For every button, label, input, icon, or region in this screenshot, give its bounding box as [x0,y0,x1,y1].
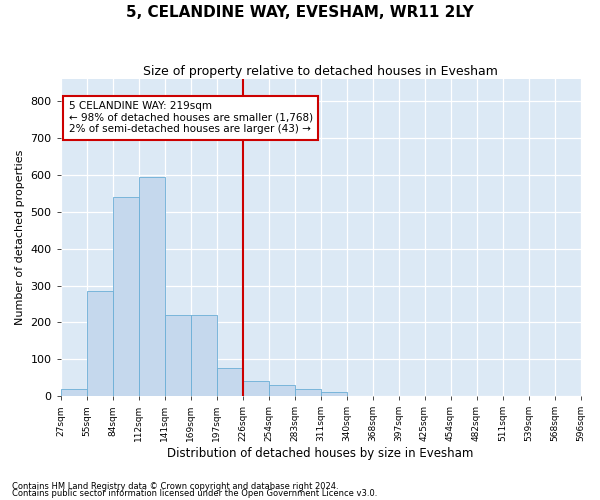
Bar [242,382,269,396]
Bar [139,177,164,396]
Y-axis label: Number of detached properties: Number of detached properties [15,150,25,326]
Bar [61,388,86,396]
Bar [269,385,295,396]
Bar [320,392,347,396]
Title: Size of property relative to detached houses in Evesham: Size of property relative to detached ho… [143,65,498,78]
Bar [217,368,242,396]
Text: Contains public sector information licensed under the Open Government Licence v3: Contains public sector information licen… [12,489,377,498]
Bar [86,291,113,396]
Text: 5, CELANDINE WAY, EVESHAM, WR11 2LY: 5, CELANDINE WAY, EVESHAM, WR11 2LY [126,5,474,20]
Bar [295,388,320,396]
Bar [191,315,217,396]
Bar [113,197,139,396]
Bar [164,315,191,396]
Text: Contains HM Land Registry data © Crown copyright and database right 2024.: Contains HM Land Registry data © Crown c… [12,482,338,491]
Text: 5 CELANDINE WAY: 219sqm
← 98% of detached houses are smaller (1,768)
2% of semi-: 5 CELANDINE WAY: 219sqm ← 98% of detache… [68,102,313,134]
X-axis label: Distribution of detached houses by size in Evesham: Distribution of detached houses by size … [167,447,474,460]
